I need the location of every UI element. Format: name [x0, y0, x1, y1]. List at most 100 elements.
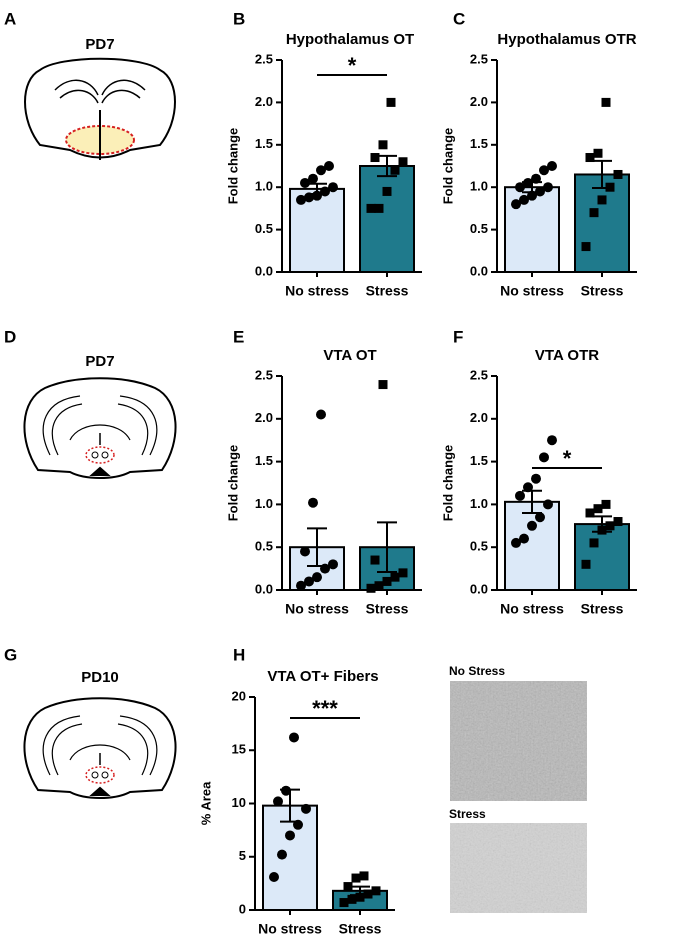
y-axis-label: Fold change: [225, 445, 240, 522]
x-tick-label: Stress: [581, 601, 624, 617]
y-tick-label: 0.5: [470, 221, 488, 236]
data-point: [519, 194, 529, 205]
y-tick-label: 0: [239, 901, 246, 916]
y-tick-label: 5: [239, 848, 246, 863]
error-bar: [350, 885, 370, 897]
data-point: [301, 803, 311, 814]
y-tick-label: 0.5: [255, 539, 273, 554]
panel-label: A: [4, 9, 16, 28]
panel-label: G: [4, 645, 17, 664]
y-tick-label: 1.0: [470, 179, 488, 194]
x-tick-label: No stress: [258, 921, 322, 936]
data-point: [347, 894, 357, 904]
y-tick-label: 2.0: [470, 410, 488, 425]
data-point: [366, 583, 376, 593]
data-point: [300, 546, 310, 557]
data-point: [601, 499, 611, 509]
y-tick-label: 2.0: [255, 410, 273, 425]
data-point: [382, 576, 392, 586]
y-tick-label: 1.5: [470, 453, 488, 468]
data-point: [515, 490, 525, 501]
data-point: [273, 796, 283, 807]
chart-title: Hypothalamus OT: [286, 31, 414, 48]
data-point: [269, 871, 279, 882]
data-point: [547, 161, 557, 171]
error-bar: [592, 159, 612, 190]
data-point: [593, 148, 603, 158]
y-tick-label: 2.5: [470, 51, 488, 66]
data-point: [390, 165, 400, 175]
data-point: [386, 97, 396, 107]
data-point: [316, 409, 326, 420]
panel-label: B: [233, 9, 245, 28]
panel-label: E: [233, 327, 244, 346]
significance-label: ***: [312, 696, 338, 721]
data-point: [351, 873, 361, 883]
data-point: [300, 177, 310, 188]
error-bar: [377, 154, 397, 178]
x-tick-label: No stress: [285, 601, 349, 617]
bar: [359, 165, 415, 273]
data-point: [285, 830, 295, 841]
data-point: [589, 208, 599, 218]
data-point: [581, 559, 591, 569]
data-point: [519, 533, 529, 544]
brain-diagram: [24, 57, 176, 160]
data-point: [398, 157, 408, 167]
data-point: [366, 203, 376, 213]
data-point: [589, 538, 599, 548]
panel-label: H: [233, 645, 245, 664]
data-point: [374, 203, 384, 213]
data-point: [370, 555, 380, 565]
brain-diagram: [23, 697, 177, 799]
y-tick-label: 0.0: [255, 263, 273, 278]
data-point: [613, 169, 623, 179]
y-tick-label: 1.5: [255, 453, 273, 468]
y-tick-label: 0.5: [255, 221, 273, 236]
data-point: [289, 732, 299, 743]
data-point: [511, 537, 521, 548]
data-point: [359, 871, 369, 881]
micrograph-texture: [450, 681, 587, 801]
data-point: [605, 521, 615, 531]
data-point: [363, 889, 373, 899]
data-point: [370, 153, 380, 163]
error-bar: [307, 182, 327, 195]
y-tick-label: 2.5: [470, 367, 488, 382]
data-point: [355, 892, 365, 902]
data-point: [343, 882, 353, 892]
y-tick-label: 1.5: [255, 136, 273, 151]
y-tick-label: 0.0: [255, 581, 273, 596]
image-label: Stress: [449, 807, 486, 821]
data-point: [371, 886, 381, 896]
data-point: [511, 199, 521, 210]
data-point: [593, 504, 603, 514]
y-tick-label: 2.5: [255, 51, 273, 66]
y-tick-label: 15: [232, 742, 246, 757]
error-bar: [522, 489, 542, 514]
diagram-label: PD7: [85, 353, 114, 370]
x-tick-label: No stress: [285, 283, 349, 299]
data-point: [543, 499, 553, 510]
data-point: [324, 161, 334, 171]
diagram-label: PD10: [81, 669, 119, 686]
data-point: [601, 97, 611, 107]
chart-title: VTA OT+ Fibers: [267, 668, 378, 685]
data-point: [277, 849, 287, 860]
data-point: [304, 576, 314, 587]
error-bar: [280, 788, 300, 823]
chart-title: VTA OT: [323, 347, 376, 364]
panel-label: D: [4, 327, 16, 346]
error-bar: [592, 515, 612, 533]
chart-title: Hypothalamus OTR: [497, 31, 636, 48]
x-tick-label: No stress: [500, 601, 564, 617]
data-point: [613, 517, 623, 527]
data-point: [585, 153, 595, 163]
y-tick-label: 2.0: [255, 94, 273, 109]
bar: [574, 173, 630, 273]
data-point: [539, 452, 549, 463]
data-point: [543, 182, 553, 193]
y-tick-label: 1.0: [255, 179, 273, 194]
error-bar: [522, 181, 542, 194]
panel-label: C: [453, 9, 465, 28]
